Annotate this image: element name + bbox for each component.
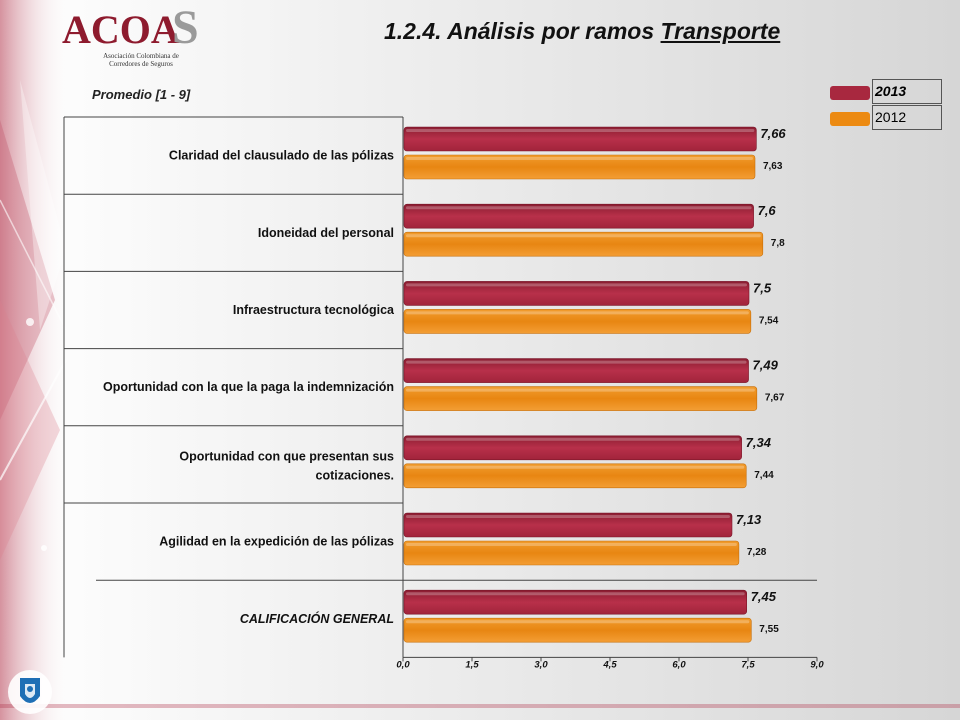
x-tick-label: 7,5 <box>741 659 755 670</box>
category-label: CALIFICACIÓN GENERAL <box>240 611 394 626</box>
bar-highlight <box>406 283 747 287</box>
logo-wordmark-s: S <box>172 1 199 54</box>
logo-subtitle-line2: Corredores de Seguros <box>109 60 173 68</box>
bar-highlight <box>406 234 761 238</box>
data-label-2013: 7,13 <box>736 512 762 527</box>
x-tick-label: 3,0 <box>534 659 548 670</box>
data-label-2012: 7,67 <box>765 393 785 404</box>
chart-bars <box>403 126 764 643</box>
bar-2012 <box>403 540 740 566</box>
data-label-2013: 7,45 <box>751 589 777 604</box>
page-title-underlined: Transporte <box>660 18 781 44</box>
x-tick-label: 1,5 <box>465 659 479 670</box>
data-label-2012: 7,28 <box>747 547 767 558</box>
acoas-logo: ACOA S Asociación Colombiana de Corredor… <box>62 1 222 70</box>
data-label-2012: 7,8 <box>771 238 785 249</box>
bar-highlight <box>406 206 752 210</box>
data-label-2012: 7,44 <box>754 470 774 481</box>
shield-icon <box>8 670 52 714</box>
bar-2013 <box>403 126 757 152</box>
data-label-2013: 7,5 <box>753 280 772 295</box>
logo-wordmark: ACOA <box>62 7 180 52</box>
category-label: Agilidad en la expedición de las pólizas <box>159 535 394 549</box>
bar-2012 <box>403 617 752 643</box>
chart-labels: Claridad del clausulado de las pólizas 7,… <box>103 126 786 635</box>
category-label: Oportunidad con la que la paga la indemn… <box>103 380 394 394</box>
bar-highlight <box>406 465 745 469</box>
x-tick-label: 4,5 <box>602 659 617 670</box>
bar-highlight <box>406 437 740 441</box>
bar-highlight <box>406 129 755 132</box>
chart-x-axis: 0,0 1,5 3,0 4,5 6,0 7,5 9,0 <box>396 656 824 670</box>
bar-highlight <box>406 620 750 624</box>
x-tick-label: 6,0 <box>672 659 686 670</box>
bar-highlight <box>406 388 755 392</box>
bar-highlight <box>406 515 730 518</box>
bar-2013 <box>403 435 742 461</box>
chart-legend: 2013 2012 <box>828 79 960 133</box>
category-label: Idoneidad del personal <box>258 226 394 240</box>
category-label: Infraestructura tecnológica <box>233 303 395 317</box>
data-label-2012: 7,54 <box>759 315 779 326</box>
category-label: Claridad del clausulado de las pólizas <box>169 149 394 163</box>
bar-2012 <box>403 463 747 489</box>
legend-swatch-2012 <box>830 112 870 126</box>
data-label-2013: 7,49 <box>753 358 779 373</box>
bar-2012 <box>403 154 756 180</box>
bar-2012 <box>403 231 764 257</box>
logo-subtitle-line1: Asociación Colombiana de <box>103 52 179 60</box>
category-label: Oportunidad con que presentan sus cotizac… <box>179 449 394 482</box>
bar-highlight <box>406 360 747 364</box>
bar-2013 <box>403 358 749 383</box>
data-label-2013: 7,6 <box>758 203 777 218</box>
bar-2012 <box>403 386 758 411</box>
page-title-prefix: 1.2.4. Análisis por ramos <box>384 18 661 44</box>
bar-highlight <box>406 157 753 160</box>
x-tick-label: 0,0 <box>396 659 410 670</box>
data-label-2013: 7,66 <box>760 126 786 141</box>
bar-highlight <box>406 592 745 596</box>
legend-item-2012: 2012 <box>828 105 960 131</box>
bar-2012 <box>403 309 752 334</box>
bar-2013 <box>403 281 750 306</box>
chart-frame <box>63 116 817 658</box>
legend-label-2012: 2012 <box>872 105 942 130</box>
data-label-2012: 7,55 <box>759 624 779 635</box>
category-label-line: Oportunidad con que presentan sus <box>179 449 394 463</box>
chart-subtitle: Promedio [1 - 9] <box>92 87 191 102</box>
bar-2013 <box>403 589 748 615</box>
page-title: 1.2.4. Análisis por ramos Transporte <box>384 18 780 45</box>
legend-label-2013: 2013 <box>872 79 942 104</box>
legend-swatch-2013 <box>830 86 870 100</box>
bar-2013 <box>403 512 733 538</box>
category-label-line: cotizaciones. <box>316 468 395 482</box>
bar-2013 <box>403 203 754 229</box>
bar-highlight <box>406 311 749 315</box>
data-label-2013: 7,34 <box>746 435 772 450</box>
logo-subtitle: Asociación Colombiana de Corredores de S… <box>86 52 196 68</box>
x-tick-label: 9,0 <box>810 659 824 670</box>
bar-highlight <box>406 543 737 546</box>
legend-item-2013: 2013 <box>828 79 960 105</box>
data-label-2012: 7,63 <box>763 161 783 172</box>
